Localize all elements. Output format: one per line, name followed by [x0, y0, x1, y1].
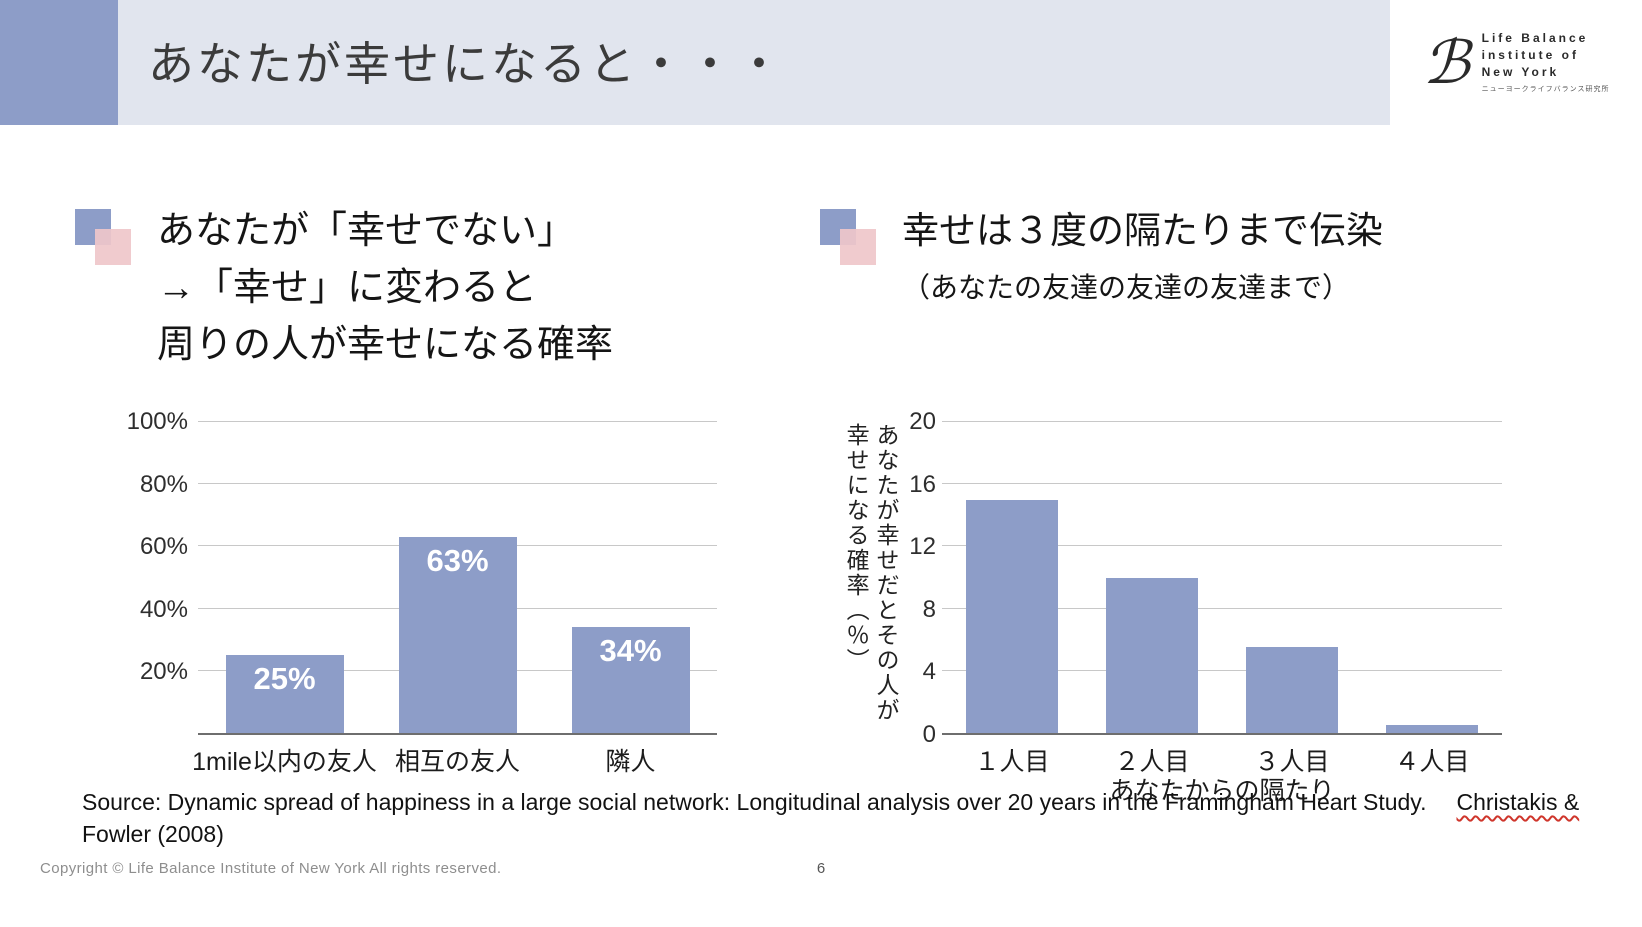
y-tick-label: 100%	[126, 408, 188, 435]
source-text: Source: Dynamic spread of happiness in a…	[82, 789, 1427, 815]
bullet-squares-icon	[820, 209, 878, 267]
x-tick-label: 1mile以内の友人	[192, 748, 377, 776]
header-banner: あなたが幸せになると・・・ ℬ Life Balance institute o…	[0, 0, 1642, 125]
x-tick-label: ４人目	[1394, 748, 1470, 776]
y-tick-label: 4	[922, 658, 936, 686]
x-axis-title: あなたからの隔たり	[1109, 777, 1335, 805]
page-number: 6	[816, 860, 826, 877]
plot-area: 25% 63% 34%	[198, 421, 717, 735]
right-heading-line-2: （あなたの友達の友達の友達まで）	[902, 271, 1351, 303]
y-tick-label: 40%	[139, 595, 188, 623]
gridline	[942, 483, 1502, 485]
y-tick-label: 60%	[139, 533, 188, 561]
bar-value-label: 25%	[253, 661, 316, 697]
bar	[966, 499, 1058, 733]
x-axis: 1mile以内の友人 相互の友人 隣人	[192, 735, 717, 776]
y-tick-label: 20	[909, 408, 936, 435]
left-heading-text: あなたが「幸せでない」 →「幸せ」に変わると 周りの人が幸せになる確率	[157, 203, 613, 374]
y-tick-label: 20%	[139, 658, 188, 686]
right-heading-line-1: 幸せは３度の隔たりまで伝染	[902, 210, 1383, 251]
y-tick-label: 16	[909, 470, 936, 498]
logo-line-3: New York	[1481, 65, 1560, 79]
bar-value-label: 34%	[599, 633, 662, 669]
bullet-squares-icon	[75, 209, 133, 267]
y-axis-title: あなたが幸せだとその人が幸せになる確率（％）	[843, 423, 899, 723]
y-axis: 20% 40% 60% 80% 100%	[100, 408, 188, 735]
right-panel-heading: 幸せは３度の隔たりまで伝染 （あなたの友達の友達の友達まで）	[820, 203, 1383, 309]
y-tick-label: 12	[909, 533, 936, 561]
bar-value-label: 63%	[426, 543, 489, 579]
gridline	[942, 545, 1502, 547]
left-heading-line-3: 周りの人が幸せになる確率	[157, 324, 614, 366]
logo-subtext: ニューヨークライフバランス研究所	[1481, 86, 1610, 93]
source-line-1: Source: Dynamic spread of happiness in a…	[82, 786, 1579, 818]
left-heading-line-2: →「幸せ」に変わると	[157, 267, 538, 309]
y-tick-label: 8	[922, 595, 936, 623]
y-tick-label: 0	[922, 721, 936, 748]
y-tick-label: 80%	[139, 470, 188, 498]
corner-accent-square	[0, 0, 118, 125]
x-tick-label: 隣人	[605, 748, 656, 776]
gridline	[942, 607, 1502, 609]
pink-square-icon	[95, 229, 131, 265]
pink-square-icon	[840, 229, 876, 265]
left-panel-heading: あなたが「幸せでない」 →「幸せ」に変わると 周りの人が幸せになる確率	[75, 203, 613, 374]
gridline	[198, 483, 717, 485]
x-tick-label: １人目	[974, 748, 1050, 776]
logo-line-1: Life Balance	[1481, 31, 1589, 45]
bar: 63%	[398, 537, 517, 733]
slide-title: あなたが幸せになると・・・	[148, 38, 785, 90]
x-tick-label: ３人目	[1254, 748, 1330, 776]
bar: 34%	[571, 627, 690, 733]
logo: ℬ Life Balance institute of New York ニュー…	[1390, 0, 1642, 125]
bar	[1386, 725, 1478, 733]
gridline	[942, 421, 1502, 422]
gridline	[942, 669, 1502, 671]
y-axis: 0 4 8 12 16 20	[900, 408, 936, 748]
bar	[1106, 577, 1198, 733]
right-heading-text: 幸せは３度の隔たりまで伝染 （あなたの友達の友達の友達まで）	[902, 203, 1383, 309]
citation-author: Christakis &	[1456, 789, 1580, 815]
x-axis: １人目 ２人目 ３人目 ４人目	[942, 735, 1502, 776]
x-tick-label: ２人目	[1114, 748, 1190, 776]
x-tick-label: 相互の友人	[394, 748, 521, 776]
logo-text: Life Balance institute of New York ニューヨー…	[1482, 31, 1610, 94]
logo-line-2: institute of	[1481, 48, 1579, 62]
source-line-2: Fowler (2008)	[82, 821, 224, 848]
bar: 25%	[225, 655, 344, 733]
chart-degrees-of-separation: あなたが幸せだとその人が幸せになる確率（％） 0 4 8 12 16 20 １人目 ２人目 ３…	[830, 405, 1512, 805]
copyright-notice: Copyright © Life Balance Institute of Ne…	[40, 860, 502, 877]
chart-happiness-probability: 20% 40% 60% 80% 100% 25% 63% 34% 1mile以内の友人 相互の…	[100, 405, 725, 776]
gridline	[198, 421, 717, 422]
plot-area	[942, 421, 1502, 735]
source-citation: Source: Dynamic spread of happiness in a…	[82, 786, 1579, 850]
logo-heart-icon: ℬ	[1422, 27, 1470, 98]
left-heading-line-1: あなたが「幸せでない」	[157, 210, 576, 252]
bar	[1246, 647, 1338, 733]
